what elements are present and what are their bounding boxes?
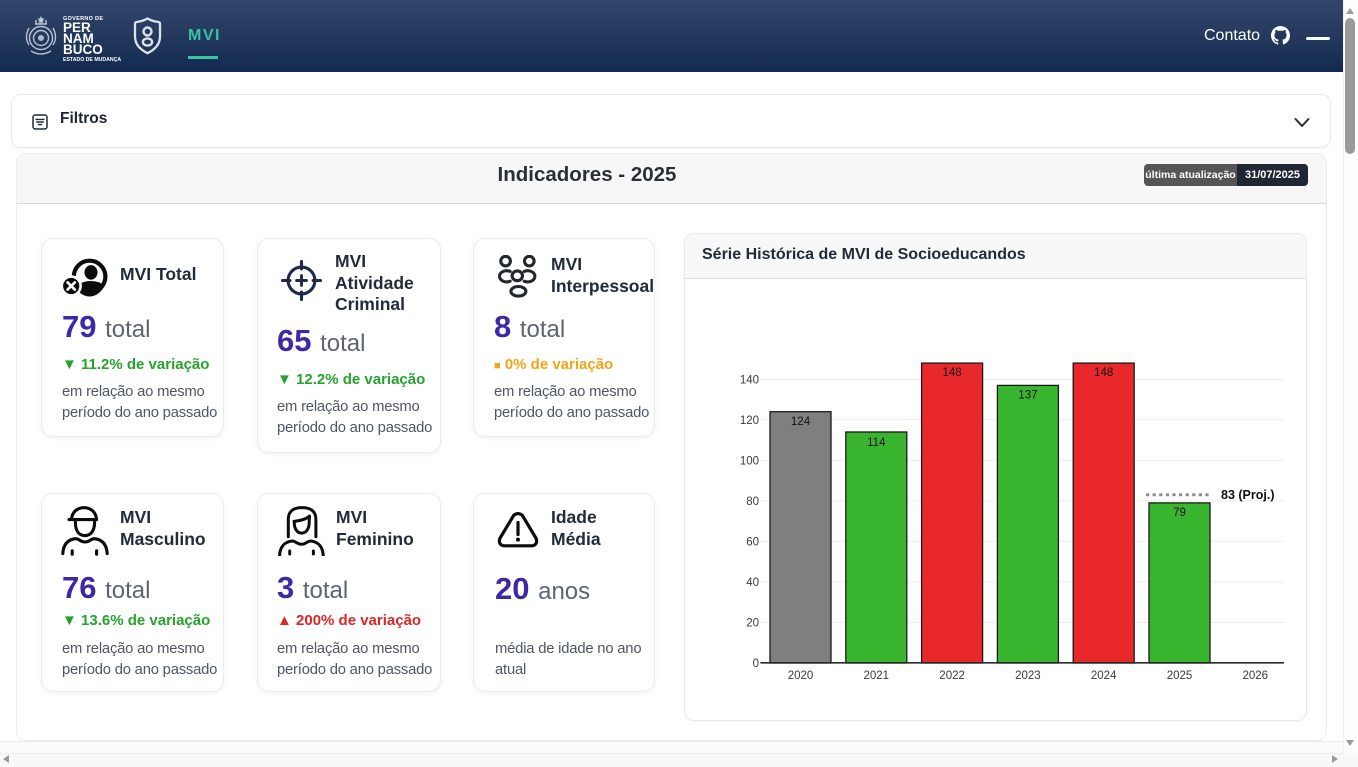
svg-text:2025: 2025 <box>1167 670 1193 682</box>
svg-text:120: 120 <box>740 415 759 427</box>
svg-text:137: 137 <box>1018 390 1037 402</box>
svg-text:83 (Proj.): 83 (Proj.) <box>1221 488 1275 502</box>
svg-text:100: 100 <box>740 455 759 467</box>
svg-text:2024: 2024 <box>1091 670 1117 682</box>
svg-text:2020: 2020 <box>788 670 814 682</box>
svg-text:40: 40 <box>746 577 759 589</box>
svg-text:2022: 2022 <box>939 670 965 682</box>
svg-text:2023: 2023 <box>1015 670 1041 682</box>
svg-text:114: 114 <box>867 437 886 449</box>
svg-text:140: 140 <box>740 374 759 386</box>
svg-text:79: 79 <box>1173 507 1186 519</box>
svg-text:124: 124 <box>791 416 811 428</box>
svg-text:2026: 2026 <box>1243 670 1269 682</box>
svg-text:80: 80 <box>746 496 759 508</box>
svg-text:2021: 2021 <box>864 670 890 682</box>
svg-text:60: 60 <box>746 536 759 548</box>
svg-text:0: 0 <box>753 658 759 670</box>
svg-text:20: 20 <box>746 618 759 630</box>
svg-text:148: 148 <box>943 367 962 379</box>
svg-text:148: 148 <box>1094 367 1113 379</box>
